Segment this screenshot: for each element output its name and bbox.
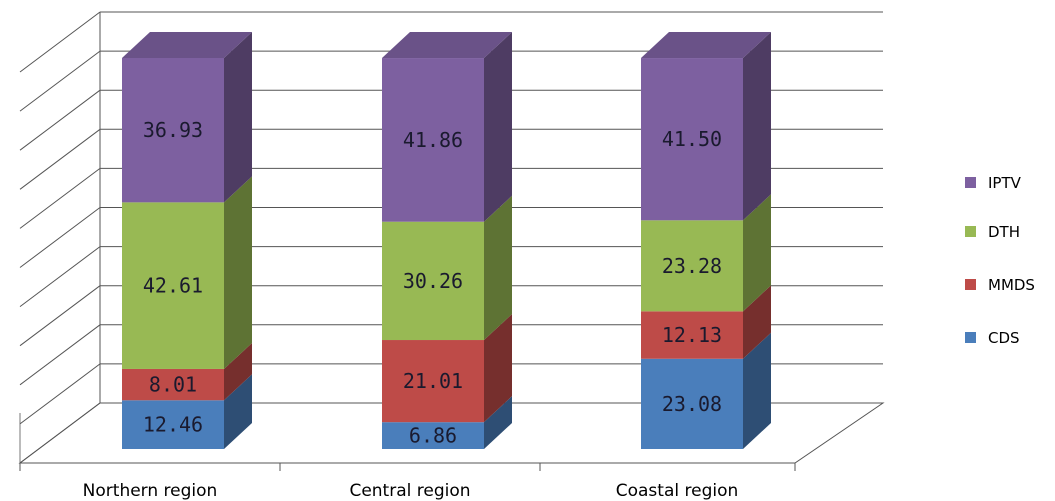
value-label: 6.86 [409,424,457,448]
bar-front-face [122,57,224,203]
bar-segment [382,396,512,449]
side-gridline [19,324,101,386]
bar-segment [382,195,512,341]
bar-front-face [122,202,224,369]
bar-side-face [743,285,771,359]
bar-side-face [743,332,771,449]
bar-front-face [641,311,743,359]
bar-front-face [641,220,743,312]
bars-group [122,31,771,449]
value-label: 23.28 [662,254,722,278]
legend-label: IPTV [988,174,1022,192]
bar-segment [382,32,512,222]
value-labels-group: 12.46 8.01 42.61 36.93 6.86 21.01 30.26 41.86 23… [143,118,722,447]
value-label: 8.01 [149,373,197,397]
side-gridline [19,128,101,190]
value-label: 41.86 [403,128,463,152]
value-label: 36.93 [143,118,203,142]
bar-front-face [641,358,743,449]
bar-side-face [743,194,771,312]
category-labels-group: Northern region Central region Coastal reg… [83,481,739,501]
bar-segment [122,342,252,401]
bar-segment [641,332,771,449]
legend: IPTV DTH MMDS CDS [965,174,1035,347]
legend-swatch [965,279,976,290]
bar-side-face [224,31,252,203]
side-gridline [19,246,101,308]
bar-side-face [484,314,512,423]
side-gridline [19,50,101,112]
value-label: 12.13 [662,323,722,347]
bar-side-face [224,176,252,369]
bar-side-face [484,396,512,449]
legend-swatch [965,332,976,343]
value-label: 42.61 [143,274,203,298]
bar-side-face [743,32,771,221]
side-gridline [19,207,101,268]
category-label: Coastal region [616,481,739,501]
category-label: Northern region [83,481,218,501]
legend-swatch [965,177,976,188]
legend-swatch [965,226,976,237]
legend-item: CDS [965,329,1020,347]
side-gridline [19,167,101,229]
bar-segment [122,31,252,203]
bar-side-face [484,32,512,222]
bar-segment [122,176,252,369]
bar-side-face [224,342,252,401]
side-gridline [19,285,101,347]
side-gridline [19,363,101,425]
bar-segment [382,314,512,423]
bar-front-face [382,58,484,222]
value-label: 21.01 [403,369,463,393]
bar-front-face [122,400,224,449]
value-label: 30.26 [403,269,463,293]
legend-label: MMDS [988,276,1035,294]
side-gridline [19,11,101,73]
bar-segment [641,194,771,312]
bar-front-face [382,221,484,341]
legend-label: DTH [988,223,1020,241]
bar-top-face [122,31,252,58]
legend-item: DTH [965,223,1020,241]
value-label: 12.46 [143,413,203,437]
bar-segment [641,285,771,359]
bar-segment [122,374,252,449]
side-gridline [19,89,101,151]
value-label: 41.50 [662,127,722,151]
bar-front-face [382,340,484,423]
bar-front-face [122,368,224,401]
chart-floor [18,402,885,464]
bar-front-face [641,58,743,221]
bar-side-face [484,195,512,341]
category-label: Central region [349,481,470,501]
value-label: 23.08 [662,392,722,416]
legend-item: MMDS [965,276,1035,294]
bar-front-face [382,422,484,449]
legend-item: IPTV [965,174,1022,192]
bar-side-face [224,374,252,449]
legend-label: CDS [988,329,1020,347]
bar-segment [641,32,771,221]
bar-top-face [641,32,771,59]
bar-top-face [382,32,512,59]
